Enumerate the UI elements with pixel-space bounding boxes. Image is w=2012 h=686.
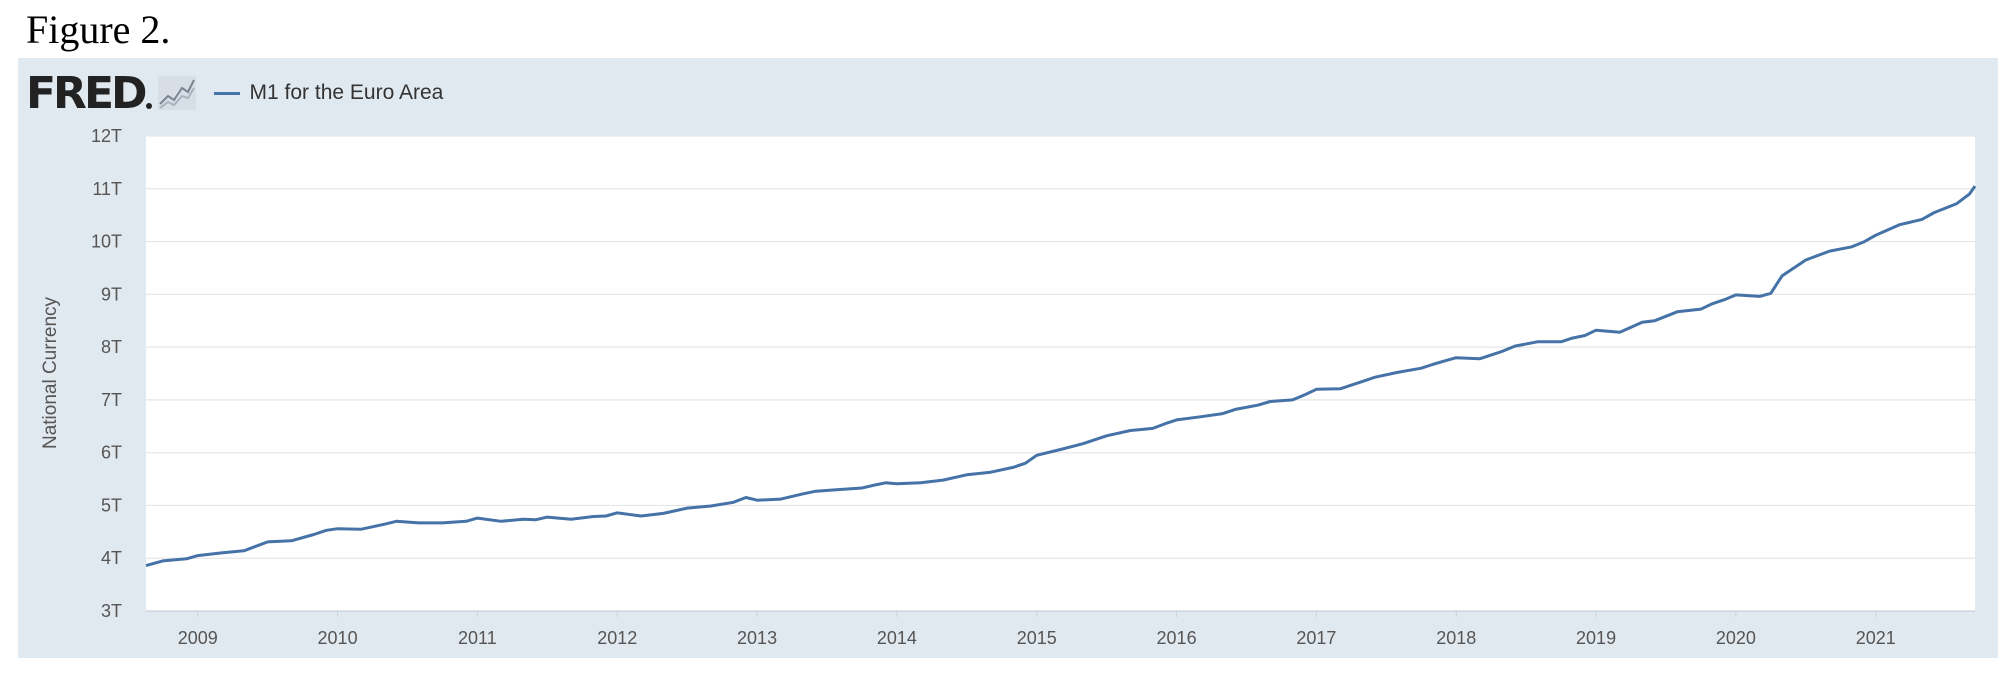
x-tick-label: 2016 xyxy=(1157,628,1197,648)
y-tick-label: 6T xyxy=(101,443,122,463)
x-tick-label: 2013 xyxy=(737,628,777,648)
line-graph-icon xyxy=(157,76,196,110)
chart-header: FRED M1 for the Euro Area xyxy=(26,66,443,120)
legend-label: M1 for the Euro Area xyxy=(249,81,444,104)
logo-dot xyxy=(145,103,152,109)
x-tick-label: 2012 xyxy=(597,628,637,648)
plot-area xyxy=(146,136,1975,611)
y-tick-label: 5T xyxy=(101,495,122,515)
y-tick-label: 9T xyxy=(101,284,122,304)
x-tick-label: 2011 xyxy=(458,628,497,648)
x-tick-label: 2009 xyxy=(178,628,218,648)
y-tick-label: 12T xyxy=(91,126,122,146)
chart-panel: FRED M1 for the Euro Area 3T 4T 5T 6T 7T 8T 9T… xyxy=(18,58,1998,658)
x-tick-label: 2018 xyxy=(1436,628,1476,648)
chart-legend[interactable]: M1 for the Euro Area xyxy=(213,81,444,105)
y-tick-label: 10T xyxy=(91,232,122,252)
y-tick-label: 4T xyxy=(101,548,122,568)
y-tick-label: 11T xyxy=(92,179,122,199)
y-axis-title: National Currency xyxy=(40,296,61,449)
x-tick-label: 2017 xyxy=(1296,628,1336,648)
y-tick-label: 3T xyxy=(101,601,122,621)
x-axis-labels: 2009 2010 2011 2012 2013 2014 2015 2016 2017 2018… xyxy=(178,611,1896,648)
x-tick-label: 2020 xyxy=(1716,628,1756,648)
x-tick-label: 2019 xyxy=(1576,628,1616,648)
fred-logo[interactable]: FRED xyxy=(26,67,148,119)
figure-caption: Figure 2. xyxy=(26,7,171,52)
y-tick-label: 8T xyxy=(101,337,122,357)
series-line[interactable] xyxy=(145,185,1977,568)
y-axis-labels: 3T 4T 5T 6T 7T 8T 9T 10T 11T 12T xyxy=(91,126,122,621)
legend-swatch xyxy=(213,91,240,95)
x-tick-label: 2015 xyxy=(1017,628,1057,648)
x-tick-label: 2014 xyxy=(877,628,917,648)
grid-lines xyxy=(146,135,1975,612)
x-tick-label: 2010 xyxy=(318,628,358,648)
y-tick-label: 7T xyxy=(101,390,122,410)
chart-svg: 3T 4T 5T 6T 7T 8T 9T 10T 11T 12T 2009 2010 2011 2012… xyxy=(40,126,1977,648)
x-tick-label: 2021 xyxy=(1856,628,1896,648)
series-layer xyxy=(145,185,1977,568)
